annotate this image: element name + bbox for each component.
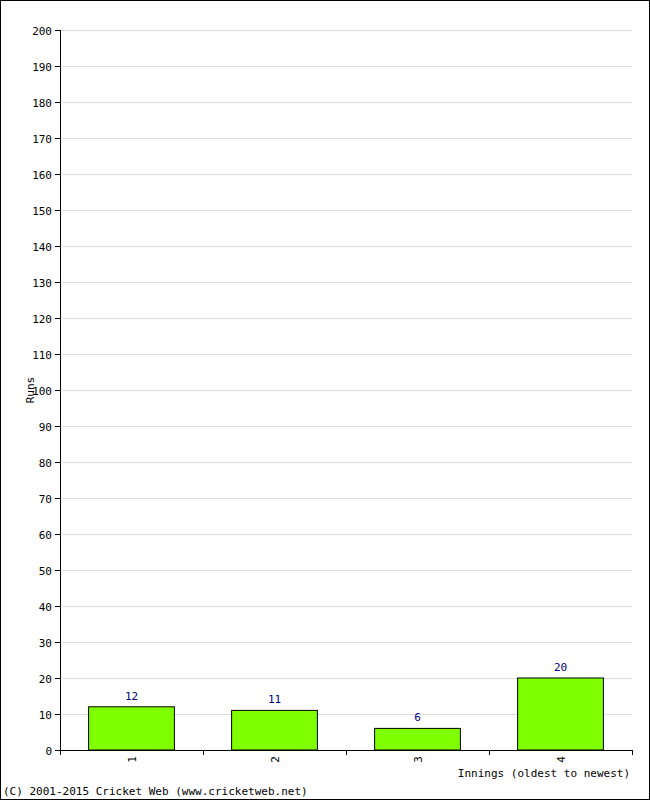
bar	[518, 678, 604, 750]
x-tick-label: 3	[412, 756, 425, 763]
y-tick	[55, 138, 60, 139]
bar	[375, 728, 461, 750]
y-tick-label: 170	[32, 133, 52, 146]
y-tick	[55, 570, 60, 571]
y-tick	[55, 498, 60, 499]
bar	[232, 710, 318, 750]
grid-line	[60, 318, 632, 319]
bar	[89, 707, 175, 750]
x-tick	[489, 750, 490, 755]
y-tick	[55, 66, 60, 67]
y-tick-label: 120	[32, 313, 52, 326]
grid-line	[60, 570, 632, 571]
grid-line	[60, 498, 632, 499]
frame	[1, 1, 650, 800]
y-tick-label: 160	[32, 169, 52, 182]
y-tick	[55, 246, 60, 247]
y-tick	[55, 390, 60, 391]
y-tick	[55, 426, 60, 427]
y-tick-label: 70	[39, 493, 52, 506]
data-label: 6	[414, 711, 421, 724]
y-tick-label: 20	[39, 673, 52, 686]
bars	[89, 678, 604, 750]
y-tick	[55, 714, 60, 715]
y-tick	[55, 462, 60, 463]
x-tick-label: 2	[269, 756, 282, 763]
grid-line	[60, 606, 632, 607]
grid-line	[60, 642, 632, 643]
y-tick-label: 50	[39, 565, 52, 578]
y-tick-label: 10	[39, 709, 52, 722]
y-tick	[55, 354, 60, 355]
y-tick	[55, 750, 60, 751]
y-tick-label: 90	[39, 421, 52, 434]
grid-line	[60, 138, 632, 139]
y-tick	[55, 174, 60, 175]
y-tick-label: 80	[39, 457, 52, 470]
grid-line	[60, 66, 632, 67]
data-label: 11	[268, 693, 281, 706]
grid-line	[60, 30, 632, 31]
y-tick	[55, 606, 60, 607]
y-tick-label: 150	[32, 205, 52, 218]
grid-line	[60, 282, 632, 283]
y-tick	[55, 318, 60, 319]
y-tick-label: 30	[39, 637, 52, 650]
y-tick	[55, 210, 60, 211]
y-tick-label: 140	[32, 241, 52, 254]
chart: 0102030405060708090100110120130140150160…	[0, 0, 650, 800]
x-tick	[60, 750, 61, 755]
y-tick-label: 110	[32, 349, 52, 362]
y-tick-label: 60	[39, 529, 52, 542]
x-axis-label: Innings (oldest to newest)	[458, 767, 630, 780]
x-tick	[203, 750, 204, 755]
grid-line	[60, 462, 632, 463]
footer: (C) 2001-2015 Cricket Web (www.cricketwe…	[3, 785, 308, 798]
x-tick-label: 4	[555, 756, 568, 763]
y-tick	[55, 642, 60, 643]
y-tick-label: 200	[32, 25, 52, 38]
y-tick-label: 130	[32, 277, 52, 290]
y-tick	[55, 678, 60, 679]
data-label: 12	[125, 690, 138, 703]
y-tick	[55, 30, 60, 31]
grid-line	[60, 174, 632, 175]
y-tick	[55, 282, 60, 283]
y-tick-label: 0	[45, 745, 52, 758]
grid-line	[60, 102, 632, 103]
y-tick-label: 190	[32, 61, 52, 74]
x-tick	[632, 750, 633, 755]
grid-line	[60, 354, 632, 355]
y-axis	[60, 30, 61, 750]
y-tick	[55, 102, 60, 103]
grid-line	[60, 426, 632, 427]
y-tick	[55, 534, 60, 535]
y-axis-label: Runs	[24, 377, 37, 404]
grid-line	[60, 534, 632, 535]
x-tick-label: 1	[126, 756, 139, 763]
y-tick-label: 180	[32, 97, 52, 110]
grid-line	[60, 390, 632, 391]
data-label: 20	[554, 661, 567, 674]
grid-line	[60, 210, 632, 211]
grid-line	[60, 246, 632, 247]
y-tick-label: 40	[39, 601, 52, 614]
x-tick	[346, 750, 347, 755]
